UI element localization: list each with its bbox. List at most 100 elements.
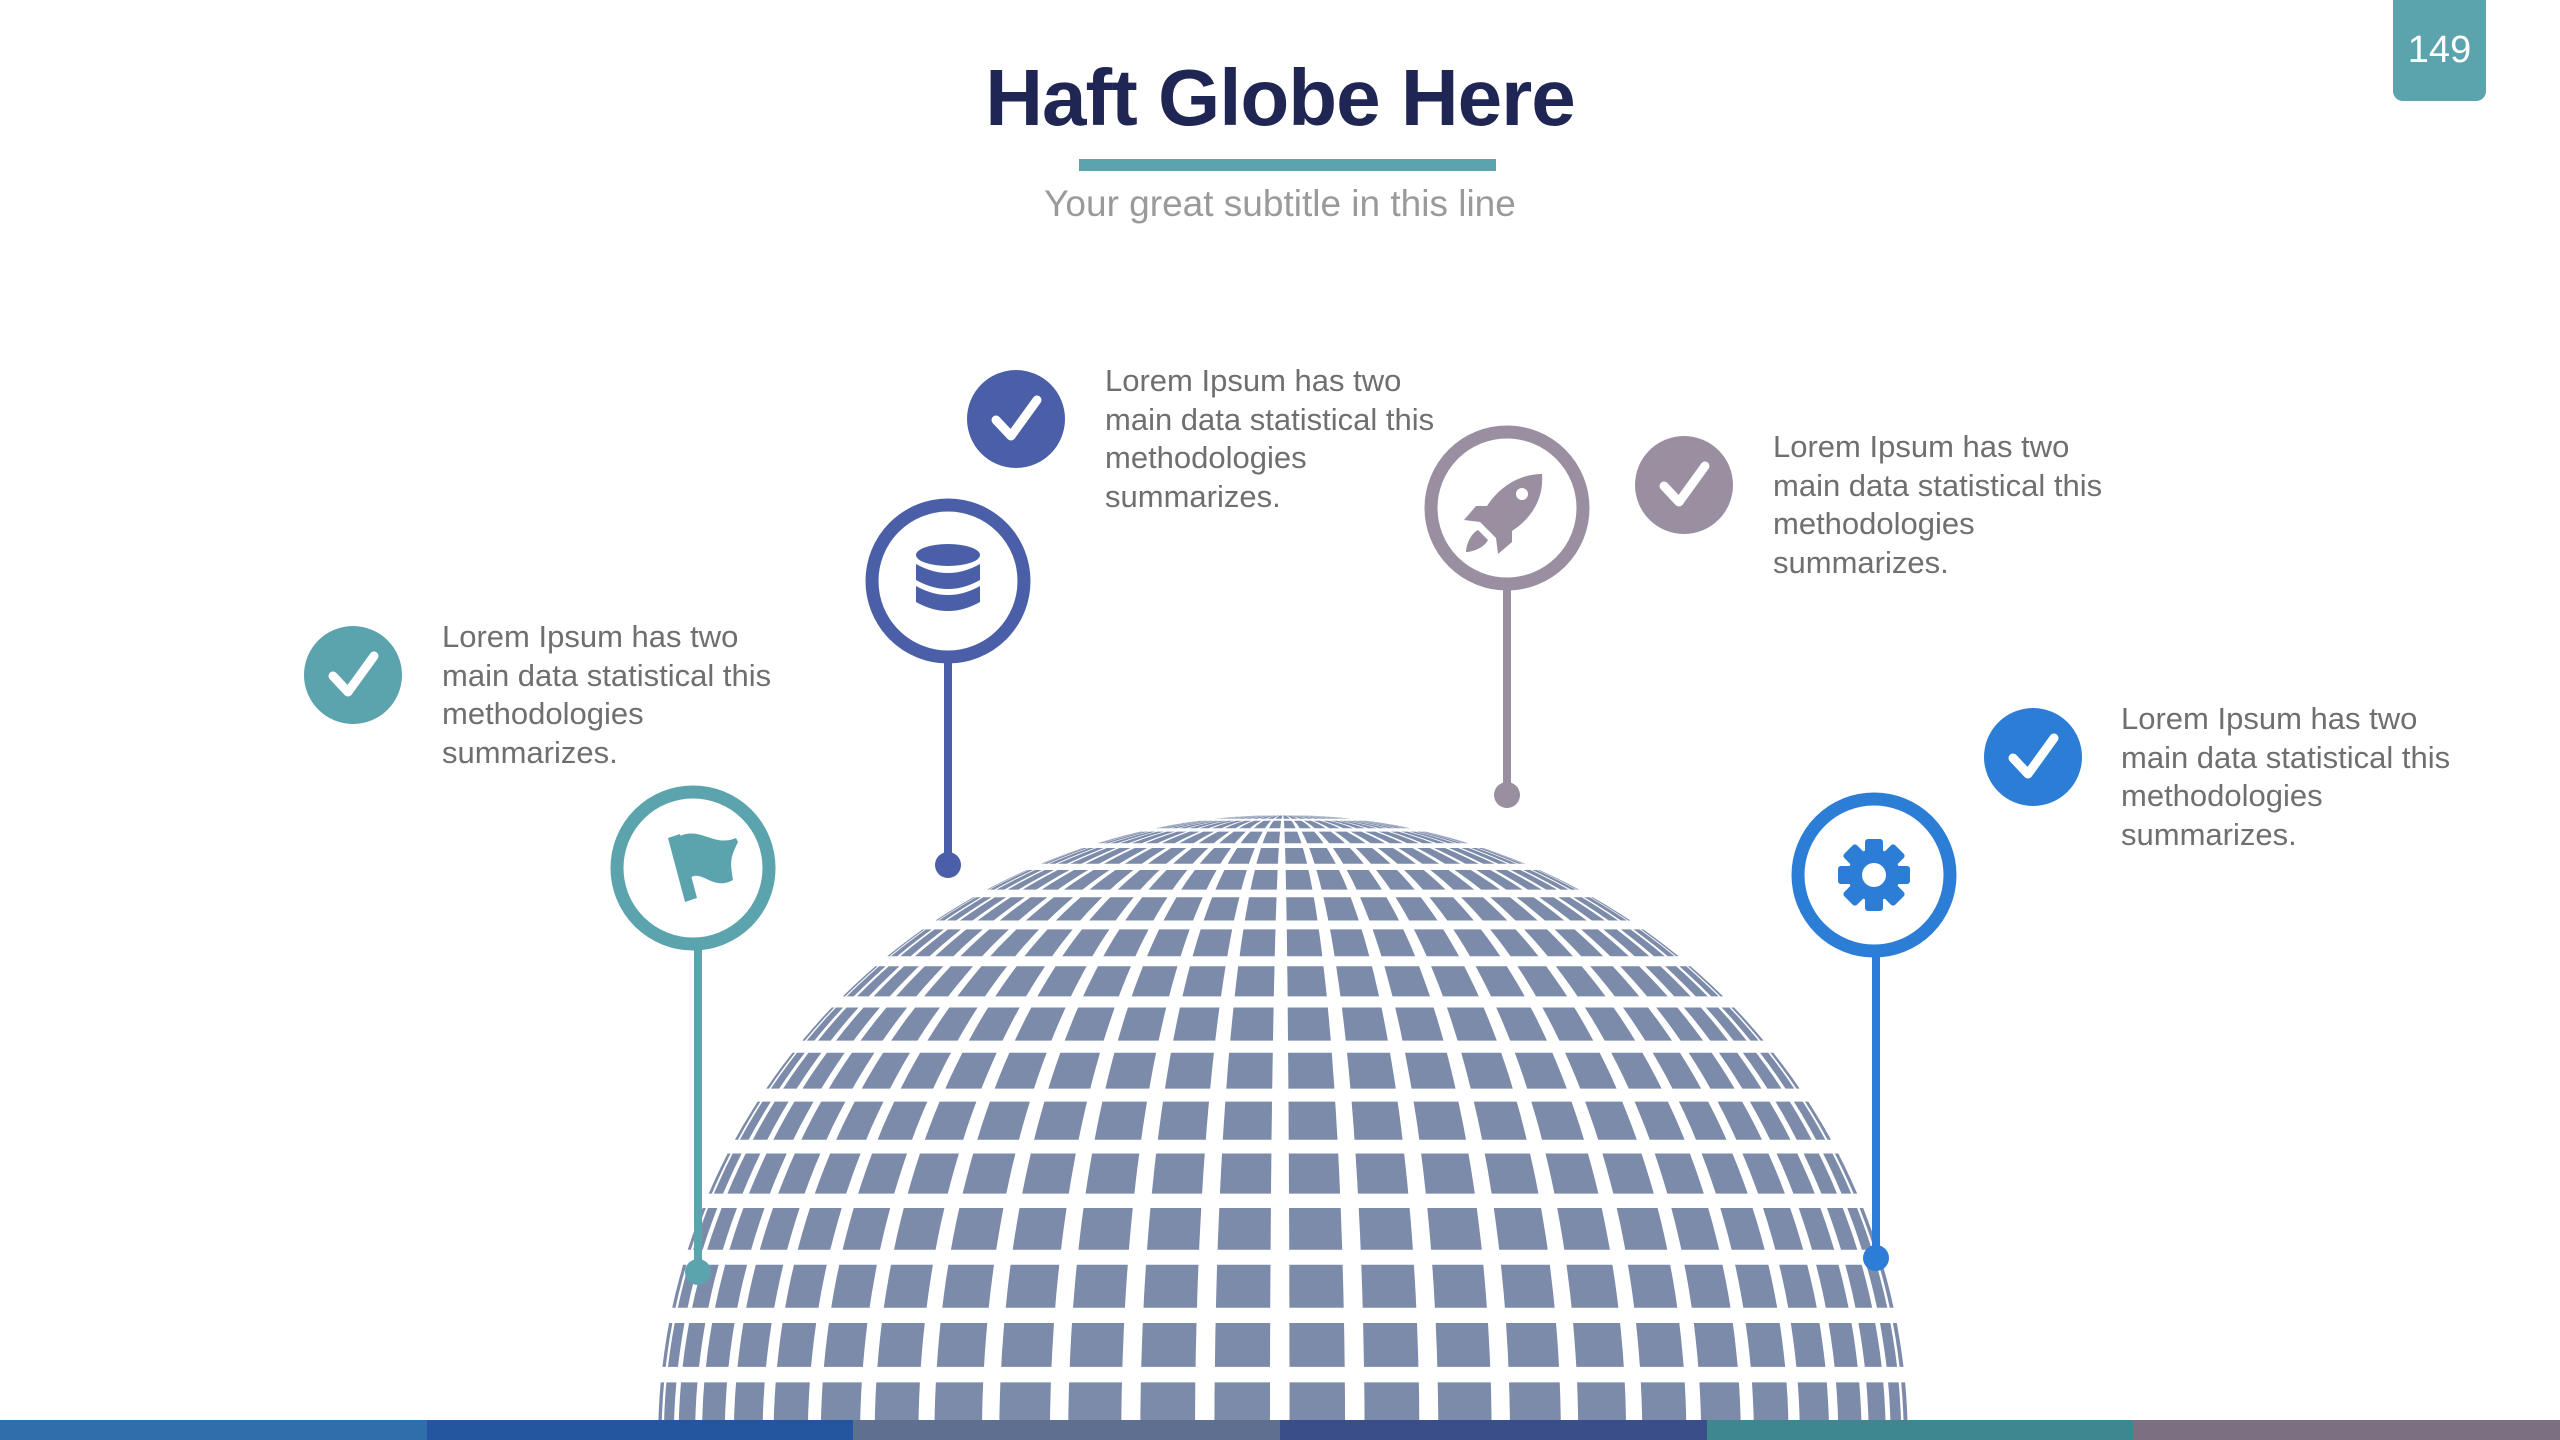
globe-cell xyxy=(1063,870,1110,890)
globe-cell xyxy=(1211,820,1243,829)
globe-cell xyxy=(1366,820,1411,829)
globe-cell xyxy=(1364,1382,1420,1427)
globe-cell xyxy=(1262,831,1280,844)
bottom-bar-segment xyxy=(426,1420,854,1440)
globe-cell xyxy=(1558,897,1605,921)
globe-cell xyxy=(1539,897,1587,921)
globe-cell xyxy=(1537,870,1580,890)
globe-cell xyxy=(1289,815,1306,819)
globe-cell xyxy=(1188,820,1227,829)
globe-cell xyxy=(1085,1153,1140,1194)
database-icon xyxy=(916,544,980,611)
globe-cell xyxy=(1103,831,1149,844)
globe-cell xyxy=(1022,1153,1076,1194)
globe-cell xyxy=(1289,1264,1344,1308)
globe-cell xyxy=(1627,1264,1678,1308)
bottom-bar-segment xyxy=(2133,1420,2560,1440)
globe-cell xyxy=(1858,1323,1882,1367)
globe-cell xyxy=(1057,848,1104,864)
globe-cell xyxy=(1316,870,1348,890)
globe-cell xyxy=(977,1101,1030,1140)
globe-cell xyxy=(658,1382,665,1427)
globe-cell xyxy=(1240,831,1263,844)
globe-cell xyxy=(1590,897,1631,921)
page-number-badge: 149 xyxy=(2393,0,2486,101)
item-description: Lorem Ipsum has two main data statistica… xyxy=(442,619,772,770)
globe-cell xyxy=(1461,897,1508,921)
globe-cell xyxy=(1350,831,1385,844)
globe-cell xyxy=(1227,815,1265,819)
globe-cell xyxy=(1693,1323,1738,1367)
globe-cell xyxy=(1244,815,1272,819)
globe-cell xyxy=(1731,1007,1764,1041)
globe-cell xyxy=(1735,1264,1778,1308)
globe-cell xyxy=(1305,815,1349,819)
globe-cell xyxy=(927,1007,978,1041)
globe-cell xyxy=(1585,1101,1637,1140)
globe-cell xyxy=(1720,1208,1765,1250)
globe-cell xyxy=(1164,820,1208,829)
globe-cell xyxy=(1286,897,1318,921)
globe-cell xyxy=(1285,870,1313,890)
globe-cell xyxy=(1745,1323,1786,1367)
globe-cell xyxy=(1147,929,1190,957)
globe-cell xyxy=(1163,897,1203,921)
globe-cell xyxy=(1718,1052,1762,1089)
globe-cell xyxy=(1523,870,1569,890)
globe-cell xyxy=(1219,1153,1272,1194)
globe-cell xyxy=(1178,820,1220,829)
globe-cell xyxy=(713,1153,742,1194)
globe-cell xyxy=(1301,831,1324,844)
globe-cell xyxy=(1141,1323,1197,1367)
globe-cell xyxy=(1216,815,1261,819)
globe-cell xyxy=(802,1007,835,1041)
globe-cell xyxy=(733,1382,765,1427)
globe-cell xyxy=(887,929,925,957)
globe-cell xyxy=(1717,1101,1762,1140)
globe-cell xyxy=(1078,1208,1133,1250)
globe-cell xyxy=(801,1101,846,1140)
globe-cell xyxy=(828,1052,875,1089)
globe-cell xyxy=(1901,1382,1908,1427)
check-badge-mauve xyxy=(1635,436,1733,534)
globe-cell xyxy=(1173,848,1209,864)
globe-cell xyxy=(1524,929,1573,957)
globe-cell xyxy=(1376,870,1415,890)
globe-cell xyxy=(1584,897,1627,921)
globe-cell xyxy=(1776,1153,1815,1194)
globe-cell xyxy=(891,1007,940,1041)
globe-cell xyxy=(1299,815,1334,819)
globe-cell xyxy=(663,1382,677,1427)
globe-cell xyxy=(995,966,1046,997)
globe-cell xyxy=(1490,929,1539,957)
globe-cell xyxy=(877,1101,928,1140)
globe-cell xyxy=(1253,820,1272,829)
globe-cell xyxy=(1222,815,1263,819)
globe-cell xyxy=(1217,1208,1271,1250)
globe-cell xyxy=(1645,966,1691,997)
globe-cell xyxy=(777,1323,817,1367)
globe-cell xyxy=(1293,820,1311,829)
globe-cell xyxy=(1124,848,1166,864)
globe-cell xyxy=(1007,870,1054,890)
globe-cell xyxy=(1633,929,1675,957)
globe-cell xyxy=(1705,1007,1747,1041)
globe-cell xyxy=(962,1153,1016,1194)
globe-cell xyxy=(1372,929,1416,957)
globe-cell xyxy=(1514,1052,1567,1089)
globe-cell xyxy=(1222,1101,1272,1140)
globe-cell xyxy=(797,1208,842,1250)
globe-cell xyxy=(1395,1007,1444,1041)
globe-cell xyxy=(1434,848,1479,864)
globe-cell xyxy=(1361,1264,1417,1308)
bottom-bar-segment xyxy=(1706,1420,2134,1440)
globe-cell xyxy=(999,897,1048,921)
globe-cell xyxy=(1099,831,1144,844)
flag-icon xyxy=(668,833,738,902)
globe-cell xyxy=(1516,897,1565,921)
globe-cell xyxy=(1827,1208,1858,1250)
globe-cell xyxy=(729,1208,765,1250)
globe-cell xyxy=(1688,966,1724,997)
globe-cell xyxy=(727,1153,761,1194)
